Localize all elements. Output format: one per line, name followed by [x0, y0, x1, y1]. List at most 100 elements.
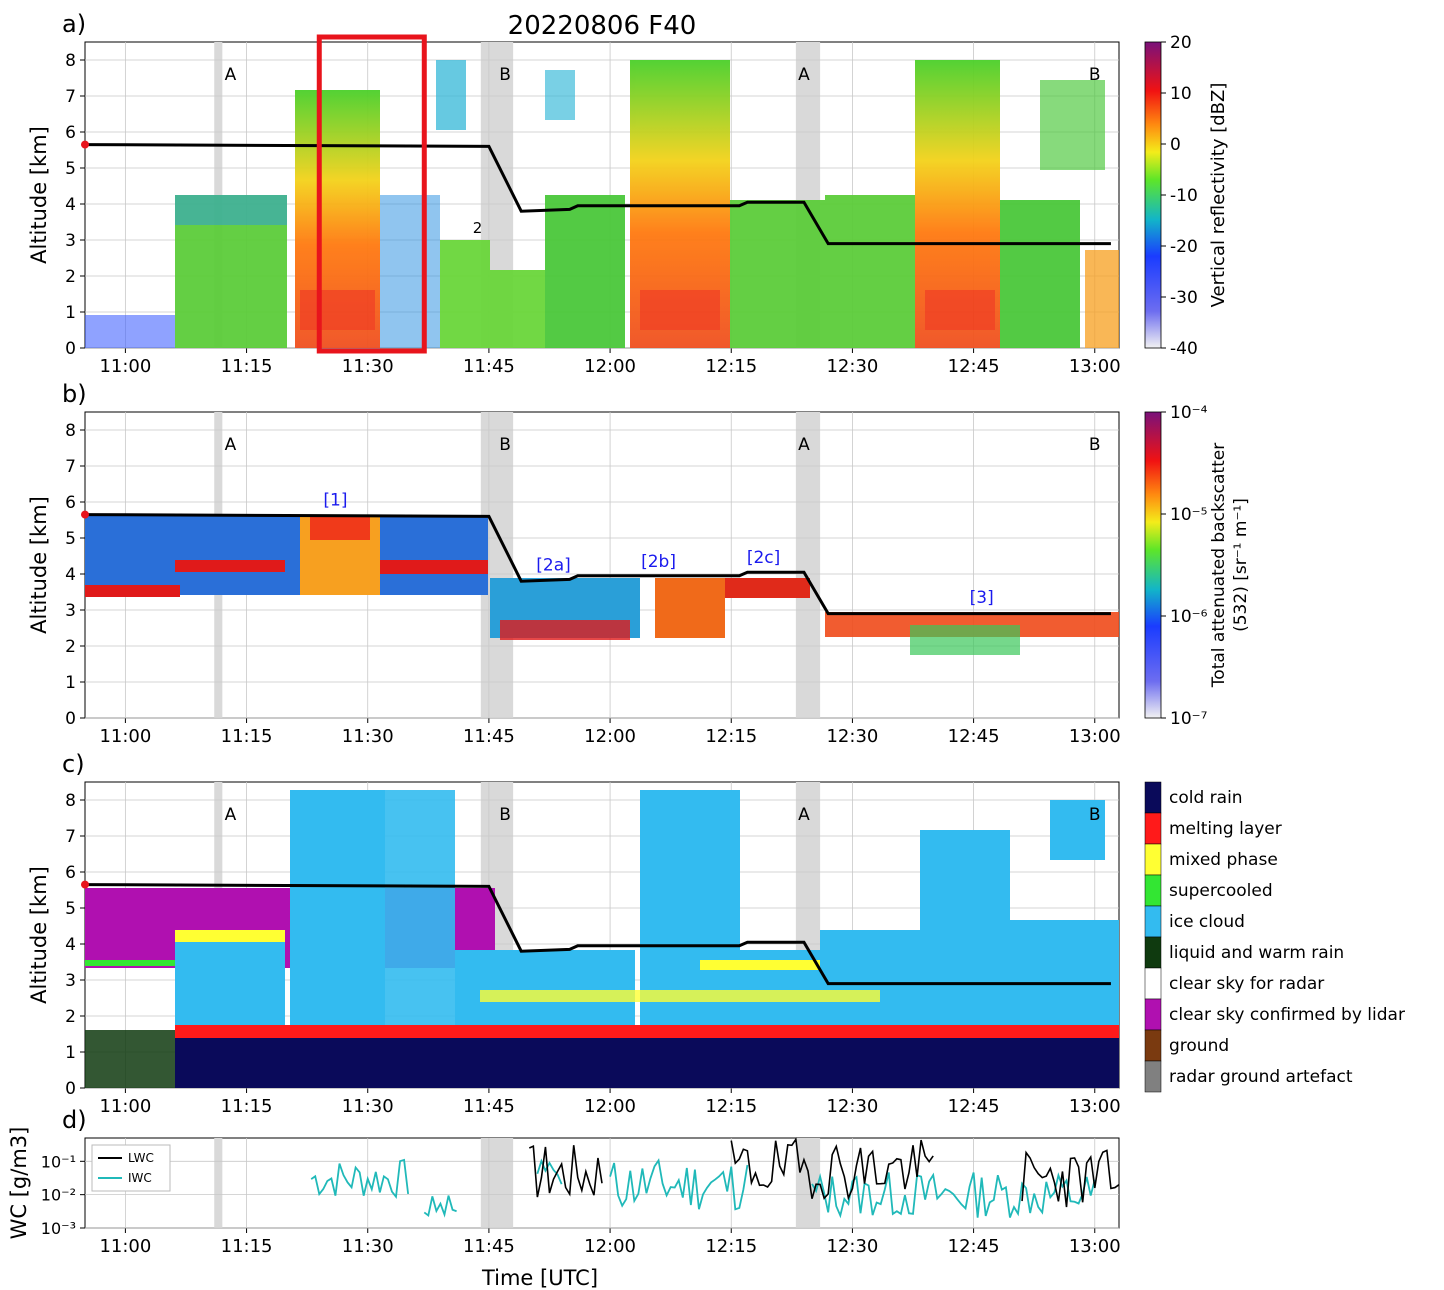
- lwc-line: [1021, 1149, 1120, 1208]
- x-tick-label: 12:00: [584, 1096, 636, 1117]
- x-tick-label: 12:15: [705, 726, 757, 747]
- x-tick-label: 11:30: [342, 726, 394, 747]
- leg-shading-band: [214, 1138, 223, 1228]
- x-tick-label: 12:00: [584, 726, 636, 747]
- x-tick-label: 11:30: [342, 1236, 394, 1257]
- y-tick-label: 1: [65, 1043, 76, 1063]
- x-tick-label: 12:15: [705, 1236, 757, 1257]
- y-axis-label: Altitude [km]: [27, 866, 51, 1004]
- y-tick-label: 1: [65, 303, 76, 323]
- x-tick-label: 12:00: [584, 356, 636, 377]
- x-tick-label: 11:45: [463, 356, 515, 377]
- x-tick-label: 11:00: [99, 356, 151, 377]
- y-tick-label: 0: [65, 1079, 76, 1099]
- x-tick-label: 11:30: [342, 356, 394, 377]
- leg-marker: B: [499, 65, 511, 85]
- case-label: [2a]: [536, 555, 571, 575]
- x-tick-label: 13:00: [1069, 726, 1121, 747]
- lwc-line: [730, 1137, 934, 1201]
- colorbar-tick-label: -30: [1170, 288, 1198, 308]
- y-tick-label: 2: [65, 637, 76, 657]
- leg-marker: B: [1089, 435, 1101, 455]
- flight-track: [84, 883, 1111, 986]
- wc-legend: [91, 1144, 171, 1192]
- colorbar-label: (532) [sr⁻¹ m⁻¹]: [1231, 498, 1251, 632]
- legend-label: LWC: [128, 1151, 154, 1165]
- x-tick-label: 13:00: [1069, 356, 1121, 377]
- x-tick-label: 11:00: [99, 1236, 151, 1257]
- y-tick-label: 0: [65, 709, 76, 729]
- leg-marker: A: [798, 65, 810, 85]
- y-tick-label: 5: [65, 899, 76, 919]
- leg-shading-band: [795, 1138, 821, 1228]
- case-label: [2b]: [641, 552, 676, 572]
- y-tick-label: 6: [65, 493, 76, 513]
- leg-shading-band: [795, 412, 821, 718]
- y-tick-label: 3: [65, 231, 76, 251]
- leg-marker: B: [499, 805, 511, 825]
- colorbar-tick-label: -40: [1170, 339, 1198, 359]
- class-label: cold rain: [1169, 788, 1243, 808]
- class-label: supercooled: [1169, 881, 1273, 901]
- colorbar-label: Total attenuated backscatter: [1209, 443, 1229, 688]
- x-tick-label: 11:15: [221, 1236, 273, 1257]
- x-tick-label: 11:45: [463, 1096, 515, 1117]
- x-tick-label: 11:00: [99, 726, 151, 747]
- x-tick-label: 12:30: [826, 726, 878, 747]
- y-tick-label: 1: [65, 673, 76, 693]
- y-tick-label: 6: [65, 123, 76, 143]
- y-tick-label: 8: [65, 421, 76, 441]
- y-tick-label: 7: [65, 87, 76, 107]
- y-tick-label: 7: [65, 457, 76, 477]
- figure-title: 20220806 F40: [508, 11, 697, 41]
- y-tick-label: 4: [65, 565, 76, 585]
- y-tick-label: 5: [65, 159, 76, 179]
- x-tick-label: 12:15: [705, 356, 757, 377]
- colorbar-a: [1144, 41, 1162, 349]
- case-label: [2c]: [747, 548, 780, 568]
- y-tick-label: 0: [65, 339, 76, 359]
- iwc-line: [536, 1158, 563, 1185]
- leg-marker: A: [798, 805, 810, 825]
- class-swatch: [1144, 905, 1162, 938]
- y-tick-label: 4: [65, 195, 76, 215]
- panel-letter: d): [62, 1106, 87, 1134]
- leg-marker: A: [798, 435, 810, 455]
- x-tick-label: 12:45: [948, 356, 1000, 377]
- leg-shading-band: [480, 1138, 514, 1228]
- colorbar-tick-label: 10⁻⁷: [1170, 709, 1208, 729]
- colorbar-tick-label: 10⁻⁴: [1170, 403, 1208, 423]
- x-tick-label: 11:45: [463, 1236, 515, 1257]
- y-axis-label: Altitude [km]: [27, 496, 51, 634]
- class-swatch: [1144, 781, 1162, 814]
- y-tick-label: 7: [65, 827, 76, 847]
- y-tick-label: 3: [65, 601, 76, 621]
- leg-marker: B: [499, 435, 511, 455]
- x-tick-label: 12:45: [948, 726, 1000, 747]
- flight-track: [84, 143, 1111, 246]
- x-tick-label: 12:45: [948, 1096, 1000, 1117]
- takeoff-marker: [81, 880, 89, 889]
- iwc-line: [811, 1172, 1096, 1219]
- class-swatch: [1144, 936, 1162, 969]
- y-tick-label: 8: [65, 791, 76, 811]
- x-tick-label: 13:00: [1069, 1096, 1121, 1117]
- highlight-box: [316, 34, 427, 354]
- leg-marker: A: [225, 435, 237, 455]
- leg-marker: B: [1089, 805, 1101, 825]
- panel-c-classification: [85, 790, 1119, 1088]
- x-tick-label: 11:45: [463, 726, 515, 747]
- class-label: clear sky confirmed by lidar: [1169, 1005, 1405, 1025]
- legend-label: IWC: [128, 1171, 152, 1185]
- colorbar-tick-label: 10⁻⁶: [1170, 607, 1208, 627]
- class-label: ice cloud: [1169, 912, 1245, 932]
- y-tick-label: 4: [65, 935, 76, 955]
- colorbar-b: [1144, 411, 1162, 719]
- panel-b-backscatter: [85, 515, 1119, 655]
- y-tick-label: 8: [65, 51, 76, 71]
- x-tick-label: 12:45: [948, 1236, 1000, 1257]
- y-axis-label: Altitude [km]: [27, 126, 51, 264]
- class-label: liquid and warm rain: [1169, 943, 1344, 963]
- y-tick-label: 6: [65, 863, 76, 883]
